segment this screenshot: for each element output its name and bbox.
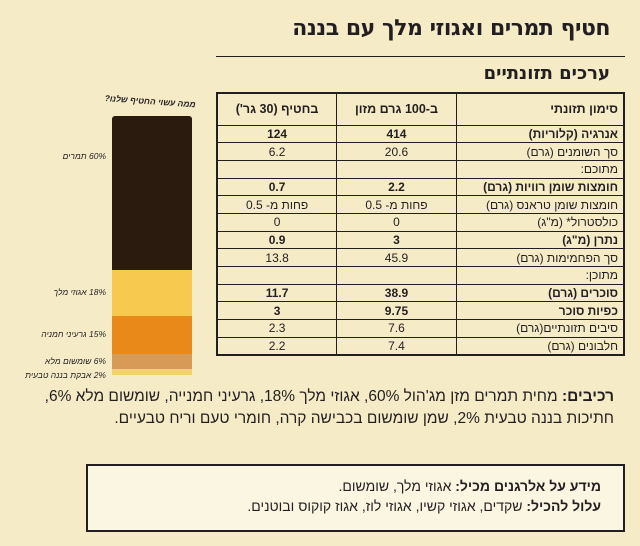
nutrient-label: סיבים תזונתיים(גרם) (455, 319, 625, 338)
nutrient-label: אנרגיה (קלוריות) (455, 124, 625, 144)
value-per-serving: 11.7 (216, 283, 338, 303)
nutrition-row: סך השומנים (גרם) 20.6 6.2 (216, 142, 625, 161)
value-per-100g: 7.6 (336, 319, 457, 338)
allergen-contains-line: מידע על אלרגנים מכיל: אגוזי מלך, שומשום. (98, 476, 602, 496)
value-per-100g: 0 (336, 212, 457, 232)
nutrition-table: סימון תזונתי ב-100 גרם מזון בחטיף (30 גר… (216, 92, 625, 356)
composition-segment-label: 15% גרעיני חמניה (41, 328, 106, 339)
nutrition-row: סיבים תזונתיים(גרם) 7.6 2.3 (216, 319, 625, 338)
nutrition-row: מתוכם: (216, 159, 625, 179)
value-per-100g: 20.6 (336, 142, 457, 161)
value-per-serving: 0.9 (216, 230, 338, 250)
value-per-serving: 0 (216, 212, 338, 232)
nutrient-label: חלבונים (גרם) (455, 336, 625, 356)
nutrient-label: מתוכן: (455, 266, 625, 285)
ingredients-text: מחית תמרים מזן מג'הול 60%, אגוזי מלך 18%… (44, 388, 614, 427)
value-per-100g: 38.9 (336, 283, 457, 303)
nutrition-row: אנרגיה (קלוריות) 414 124 (216, 124, 625, 144)
allergen-contains-text: אגוזי מלך, שומשום. (338, 478, 452, 494)
allergen-contains-label: מידע על אלרגנים מכיל: (455, 478, 601, 494)
value-per-100g: 7.4 (336, 336, 457, 356)
composition-segment-label: 60% תמרים (62, 151, 106, 161)
nutrition-row: כולסטרול* (מ"ג) 0 0 (216, 212, 625, 232)
nutrient-label: כפיות סוכר (455, 301, 625, 321)
allergen-may-contain-line: עלול להכיל: שקדים, אגוזי קשיו, אגוזי לוז… (98, 496, 601, 516)
value-per-100g: 414 (336, 124, 457, 144)
nutrition-row: חלבונים (גרם) 7.4 2.2 (216, 336, 625, 356)
nutrient-label: סוכרים (גרם) (455, 283, 625, 303)
value-per-serving: פחות מ- 0.5 (216, 195, 338, 214)
nutrition-row: כפיות סוכר 9.75 3 (216, 301, 625, 321)
nutrition-header-row: סימון תזונתי ב-100 גרם מזון בחטיף (30 גר… (216, 92, 625, 126)
value-per-serving: 3 (216, 301, 338, 321)
value-per-100g: 3 (336, 230, 457, 250)
value-per-100g: 2.2 (336, 177, 457, 197)
value-per-100g: פחות מ- 0.5 (336, 195, 457, 214)
nutrient-label: נתרן (מ"ג) (455, 230, 625, 250)
composition-segment-label: 6% שומשום מלא (45, 355, 106, 366)
composition-segment (112, 116, 192, 270)
nutrition-section-title: ערכים תזונתיים (483, 63, 610, 84)
allergen-may-contain-label: עלול להכיל: (526, 498, 601, 514)
nutrition-row: נתרן (מ"ג) 3 0.9 (216, 230, 625, 250)
composition-segment-label: 18% אגוזי מלך (53, 286, 106, 297)
nutrition-row: סוכרים (גרם) 38.9 11.7 (216, 283, 625, 303)
nutrient-label: חומצות שומן טראנס (גרם) (455, 195, 625, 214)
allergen-info-box: מידע על אלרגנים מכיל: אגוזי מלך, שומשום.… (86, 464, 625, 532)
value-per-100g (336, 159, 457, 179)
nutrition-row: סך הפחמימות (גרם) 45.9 13.8 (216, 248, 625, 267)
value-per-serving (216, 159, 338, 179)
header-nutrient: סימון תזונתי (455, 92, 625, 126)
value-per-serving: 124 (216, 124, 338, 144)
header-per-serving: בחטיף (30 גר') (216, 92, 338, 126)
header-per-100g: ב-100 גרם מזון (336, 92, 457, 126)
value-per-serving: 0.7 (216, 177, 338, 197)
composition-caption: ממה עשוי החטיף שלנו? (104, 93, 196, 110)
value-per-serving: 6.2 (216, 142, 338, 161)
nutrition-row: חומצות שומן טראנס (גרם) פחות מ- 0.5 פחות מ… (216, 195, 625, 214)
value-per-100g: 45.9 (336, 248, 457, 267)
nutrient-label: סך הפחמימות (גרם) (455, 248, 625, 267)
ingredients-paragraph: רכיבים: מחית תמרים מזן מג'הול 60%, אגוזי… (14, 386, 614, 430)
composition-segment (112, 354, 192, 370)
product-title: חטיף תמרים ואגוזי מלך עם בננה (292, 16, 610, 41)
nutrient-label: חומצות שומן רוויות (גרם) (455, 177, 625, 197)
value-per-serving: 2.3 (216, 319, 338, 338)
value-per-serving: 13.8 (216, 248, 338, 267)
value-per-100g: 9.75 (336, 301, 457, 321)
nutrient-label: מתוכם: (455, 159, 625, 179)
composition-segment-label: 2% אבקת בננה טבעית (25, 370, 106, 381)
nutrient-label: כולסטרול* (מ"ג) (455, 212, 625, 232)
nutrition-row: מתוכן: (216, 266, 625, 285)
nutrition-row: חומצות שומן רוויות (גרם) 2.2 0.7 (216, 177, 625, 197)
composition-segment (112, 269, 192, 316)
ingredients-label: רכיבים: (561, 388, 614, 405)
composition-segment (112, 315, 192, 355)
title-divider (216, 56, 625, 57)
composition-segment (112, 369, 192, 375)
nutrient-label: סך השומנים (גרם) (455, 142, 625, 161)
value-per-serving (216, 266, 338, 285)
value-per-100g (336, 266, 457, 285)
allergen-may-contain-text: שקדים, אגוזי קשיו, אגוזי לוז, אגוז קוקוס… (247, 498, 523, 514)
value-per-serving: 2.2 (216, 336, 338, 356)
